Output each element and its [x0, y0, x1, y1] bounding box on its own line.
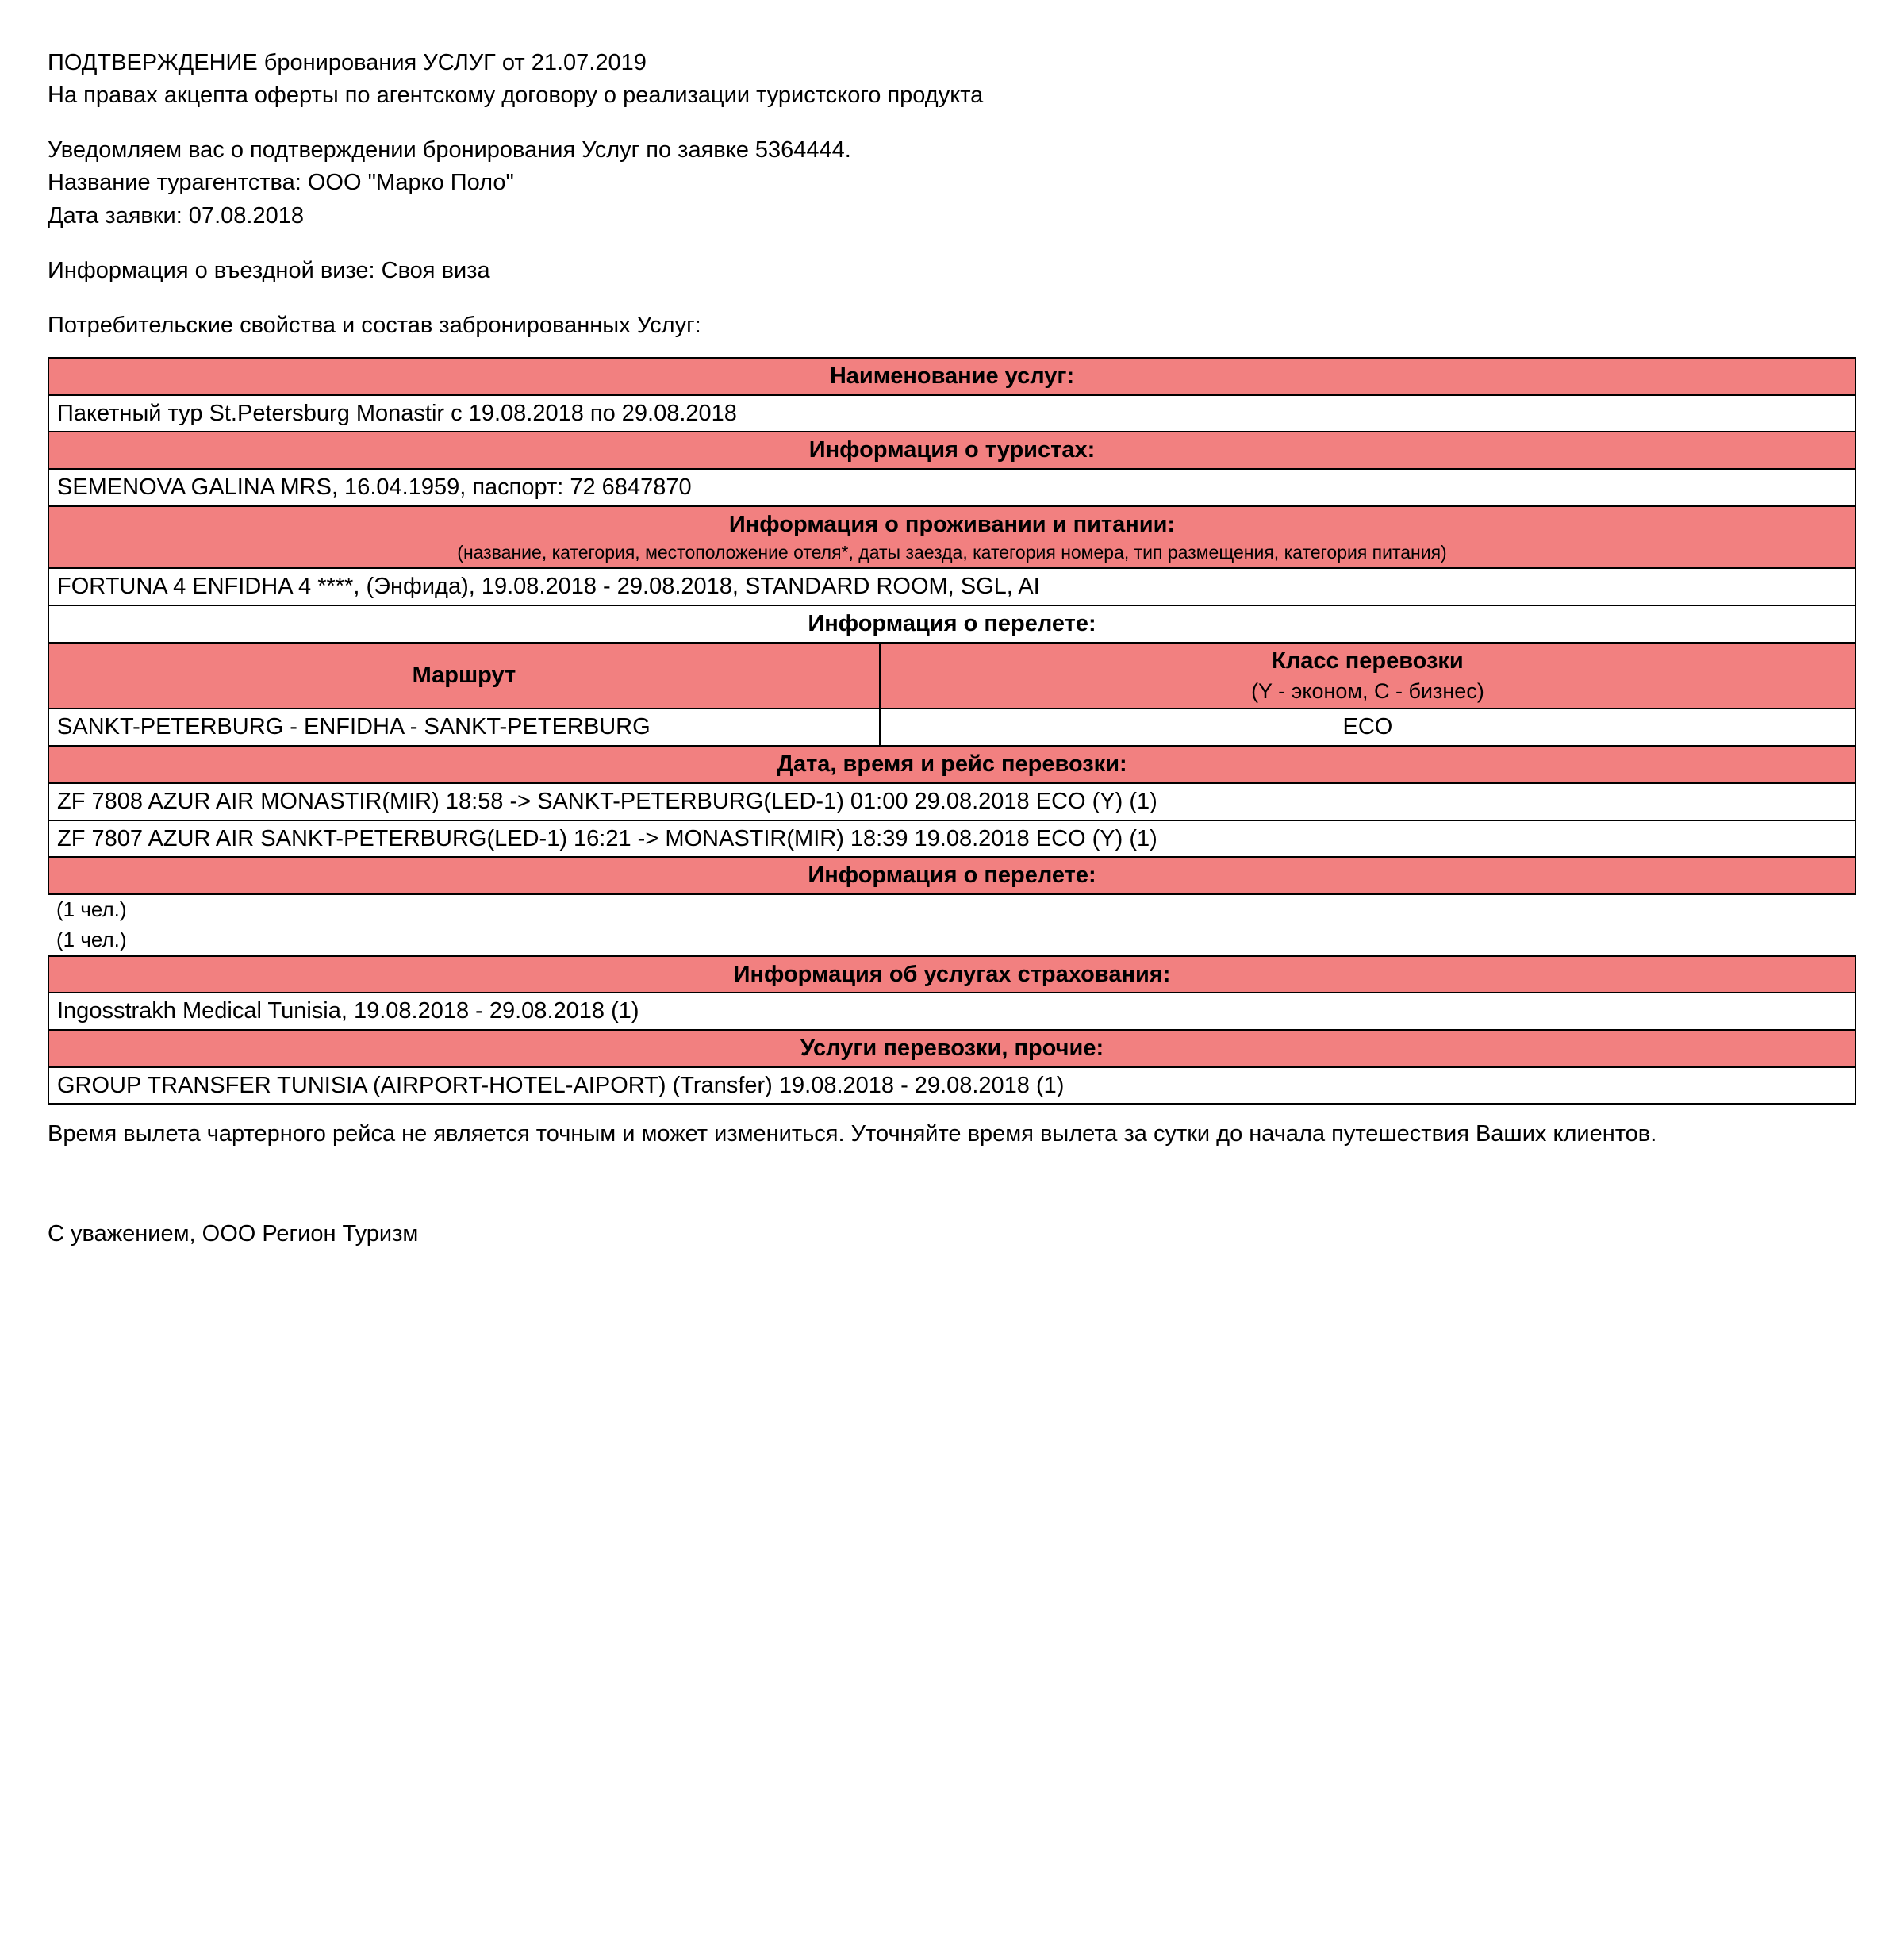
signoff: С уважением, ООО Регион Туризм — [48, 1221, 1856, 1247]
request-date-line: Дата заявки: 07.08.2018 — [48, 201, 1856, 232]
header-accommodation-title: Информация о проживании и питании: — [729, 512, 1175, 537]
header-class-sub: (Y - эконом, C - бизнес) — [889, 678, 1847, 705]
footnote: Время вылета чартерного рейса не являетс… — [48, 1119, 1856, 1150]
header-accommodation-sub: (название, категория, местоположение оте… — [57, 541, 1847, 565]
visa-line: Информация о въездной визе: Своя виза — [48, 255, 1856, 286]
header-route: Маршрут — [48, 643, 880, 709]
row-insurance: Ingosstrakh Medical Tunisia, 19.08.2018 … — [48, 993, 1856, 1030]
composition-line: Потребительские свойства и состав заброн… — [48, 310, 1856, 341]
header-flight-info-2: Информация о перелете: — [48, 857, 1856, 894]
pax-line-1: (1 чел.) — [48, 894, 1856, 925]
row-hotel: FORTUNA 4 ENFIDHA 4 ****, (Энфида), 19.0… — [48, 568, 1856, 605]
title-line: ПОДТВЕРЖДЕНИЕ бронирования УСЛУГ от 21.0… — [48, 48, 1856, 79]
row-tourist: SEMENOVA GALINA MRS, 16.04.1959, паспорт… — [48, 469, 1856, 506]
header-insurance: Информация об услугах страхования: — [48, 956, 1856, 993]
row-flight-1: ZF 7808 AZUR AIR MONASTIR(MIR) 18:58 -> … — [48, 783, 1856, 820]
header-flight-dates: Дата, время и рейс перевозки: — [48, 746, 1856, 783]
subtitle-line: На правах акцепта оферты по агентскому д… — [48, 80, 1856, 111]
row-flight-2: ZF 7807 AZUR AIR SANKT-PETERBURG(LED-1) … — [48, 820, 1856, 858]
row-package: Пакетный тур St.Petersburg Monastir с 19… — [48, 395, 1856, 432]
pax-line-2: (1 чел.) — [48, 925, 1856, 956]
header-accommodation: Информация о проживании и питании: (назв… — [48, 506, 1856, 569]
row-transfer: GROUP TRANSFER TUNISIA (AIRPORT-HOTEL-AI… — [48, 1067, 1856, 1105]
header-flight-info: Информация о перелете: — [48, 605, 1856, 643]
header-transfer: Услуги перевозки, прочие: — [48, 1030, 1856, 1067]
agency-line: Название турагентства: ООО "Марко Поло" — [48, 167, 1856, 198]
notify-line: Уведомляем вас о подтверждении бронирова… — [48, 135, 1856, 166]
row-route: SANKT-PETERBURG - ENFIDHA - SANKT-PETERB… — [48, 709, 880, 746]
header-class-title: Класс перевозки — [1272, 648, 1464, 674]
header-class: Класс перевозки (Y - эконом, C - бизнес) — [880, 643, 1856, 709]
header-tourists: Информация о туристах: — [48, 432, 1856, 469]
booking-table: Наименование услуг: Пакетный тур St.Pete… — [48, 357, 1856, 1105]
row-class: ECO — [880, 709, 1856, 746]
header-services: Наименование услуг: — [48, 358, 1856, 395]
intro-block: ПОДТВЕРЖДЕНИЕ бронирования УСЛУГ от 21.0… — [48, 48, 1856, 341]
